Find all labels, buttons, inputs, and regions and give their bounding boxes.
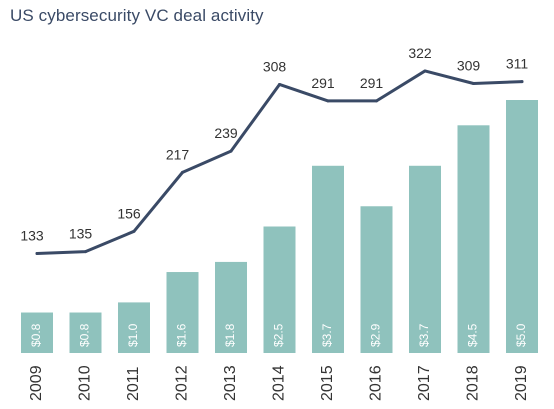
x-tick-label-2015: 2015 — [319, 365, 336, 401]
x-tick-label-2009: 2009 — [28, 365, 45, 401]
bar-2018 — [457, 125, 490, 353]
bar-2012 — [166, 272, 199, 353]
chart-title: US cybersecurity VC deal activity — [10, 6, 264, 25]
bar-2017 — [409, 165, 441, 353]
bar-value-label-2017: $3.7 — [417, 323, 431, 347]
x-tick-label-2017: 2017 — [416, 365, 433, 401]
x-tick-label-2019: 2019 — [513, 365, 530, 401]
line-point-2014 — [278, 82, 281, 86]
bar-value-label-2015: $3.7 — [320, 323, 334, 347]
x-tick-label-2010: 2010 — [77, 365, 94, 401]
x-tick-label-2014: 2014 — [271, 365, 288, 401]
bar-value-label-2012: $1.6 — [175, 323, 189, 347]
bar-2014 — [263, 226, 296, 353]
x-tick-label-2012: 2012 — [174, 365, 191, 401]
line-value-label-2013: 239 — [214, 125, 238, 141]
bar-2016 — [360, 206, 393, 353]
bar-value-label-2019: $5.0 — [514, 323, 528, 347]
line-point-2017 — [423, 69, 427, 73]
bar-value-label-2009: $0.8 — [29, 323, 43, 347]
bar-value-label-2016: $2.9 — [369, 323, 383, 347]
x-tick-label-2011: 2011 — [125, 366, 142, 401]
line-point-2012 — [181, 170, 184, 174]
line-point-2018 — [472, 82, 475, 86]
bar-2011 — [118, 302, 150, 353]
line-value-label-2015: 291 — [311, 75, 335, 91]
line-value-label-2014: 308 — [263, 58, 287, 74]
x-tick-label-2016: 2016 — [368, 365, 385, 401]
line-point-2019 — [520, 80, 524, 84]
bar-2019 — [506, 100, 538, 353]
line-value-label-2010: 135 — [69, 226, 93, 242]
bar-2013 — [215, 261, 247, 353]
line-value-label-2012: 217 — [166, 146, 190, 162]
bar-2015 — [312, 165, 344, 353]
bar-value-label-2018: $4.5 — [466, 323, 480, 347]
line-point-2009 — [35, 252, 39, 256]
bar-2010 — [69, 312, 102, 353]
x-tick-label-2013: 2013 — [222, 365, 239, 401]
line-point-2015 — [326, 99, 330, 103]
bar-value-label-2011: $1.0 — [126, 323, 140, 347]
line-value-label-2017: 322 — [408, 45, 432, 61]
bar-value-label-2014: $2.5 — [272, 323, 286, 347]
x-tick-label-2018: 2018 — [465, 365, 482, 401]
line-value-label-2019: 311 — [506, 56, 529, 72]
line-point-2013 — [229, 149, 233, 153]
bar-value-label-2013: $1.8 — [223, 323, 237, 347]
line-value-label-2016: 291 — [360, 75, 384, 91]
bar-2009 — [21, 312, 53, 353]
bar-value-label-2010: $0.8 — [78, 323, 92, 347]
line-point-2016 — [375, 99, 378, 103]
line-value-label-2009: 133 — [20, 228, 44, 244]
line-value-label-2011: 156 — [117, 205, 141, 221]
line-point-2010 — [84, 250, 87, 254]
deal-count-line — [35, 69, 524, 256]
line-point-2011 — [132, 229, 136, 233]
line-value-label-2018: 309 — [457, 58, 481, 74]
